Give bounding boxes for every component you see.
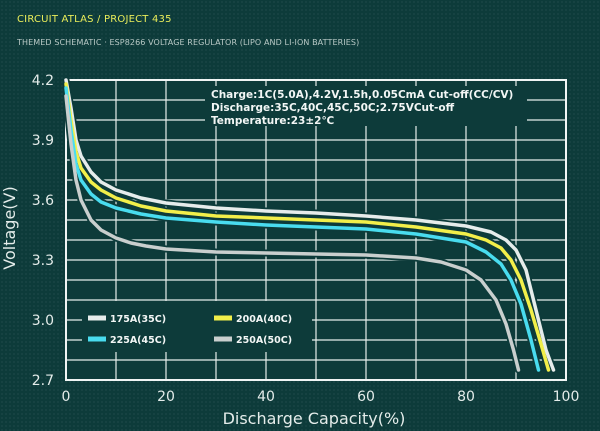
y-tick-label: 3.3 — [32, 253, 54, 269]
x-tick-label: 0 — [62, 389, 71, 405]
y-tick-label: 3.6 — [32, 193, 54, 209]
chart-axes: 0 20 40 60 80 100 2.7 3.0 3.3 3.6 3.9 4.2 — [32, 73, 580, 405]
y-axis-title: Voltage(V) — [0, 186, 19, 269]
y-tick-label: 3.9 — [32, 133, 54, 149]
annotation-temperature: Temperature:23±2℃ — [211, 115, 334, 127]
series-line-175a-35c- — [64, 78, 556, 372]
legend-label-200a: 200A(40C) — [236, 314, 292, 325]
legend-label-175a: 175A(35C) — [110, 314, 166, 325]
x-tick-label: 80 — [457, 389, 475, 405]
chart-legend: 175A(35C) 200A(40C) 225A(45C) 250A(50C) — [82, 301, 312, 352]
y-tick-label: 4.2 — [32, 73, 54, 89]
chart-series — [62, 76, 557, 374]
header-title: CIRCUIT ATLAS / PROJECT 435 — [17, 14, 172, 25]
x-axis-title: Discharge Capacity(%) — [223, 409, 406, 428]
series-line-200a-40c- — [64, 82, 551, 372]
x-tick-label: 20 — [157, 389, 175, 405]
x-tick-label: 100 — [553, 389, 580, 405]
legend-label-225a: 225A(45C) — [110, 335, 166, 346]
series-line-250a-50c- — [64, 94, 521, 372]
annotation-discharge: Discharge:35C,40C,45C,50C;2.75VCut-off — [211, 102, 455, 114]
legend-label-250a: 250A(50C) — [236, 335, 292, 346]
series-line-225a-45c- — [64, 86, 541, 372]
legend-box — [82, 301, 312, 352]
plot-frame — [65, 79, 567, 381]
annotation-charge: Charge:1C(5.0A),4.2V,1.5h,0.05CmA Cut-of… — [211, 89, 513, 101]
annotation-box — [205, 86, 527, 126]
y-tick-label: 3.0 — [32, 313, 54, 329]
x-tick-label: 40 — [257, 389, 275, 405]
chart-annotations: Charge:1C(5.0A),4.2V,1.5h,0.05CmA Cut-of… — [205, 86, 527, 127]
y-tick-label: 2.7 — [32, 373, 54, 389]
x-tick-label: 60 — [357, 389, 375, 405]
header-subtitle: THEMED SCHEMATIC · ESP8266 VOLTAGE REGUL… — [17, 38, 360, 47]
